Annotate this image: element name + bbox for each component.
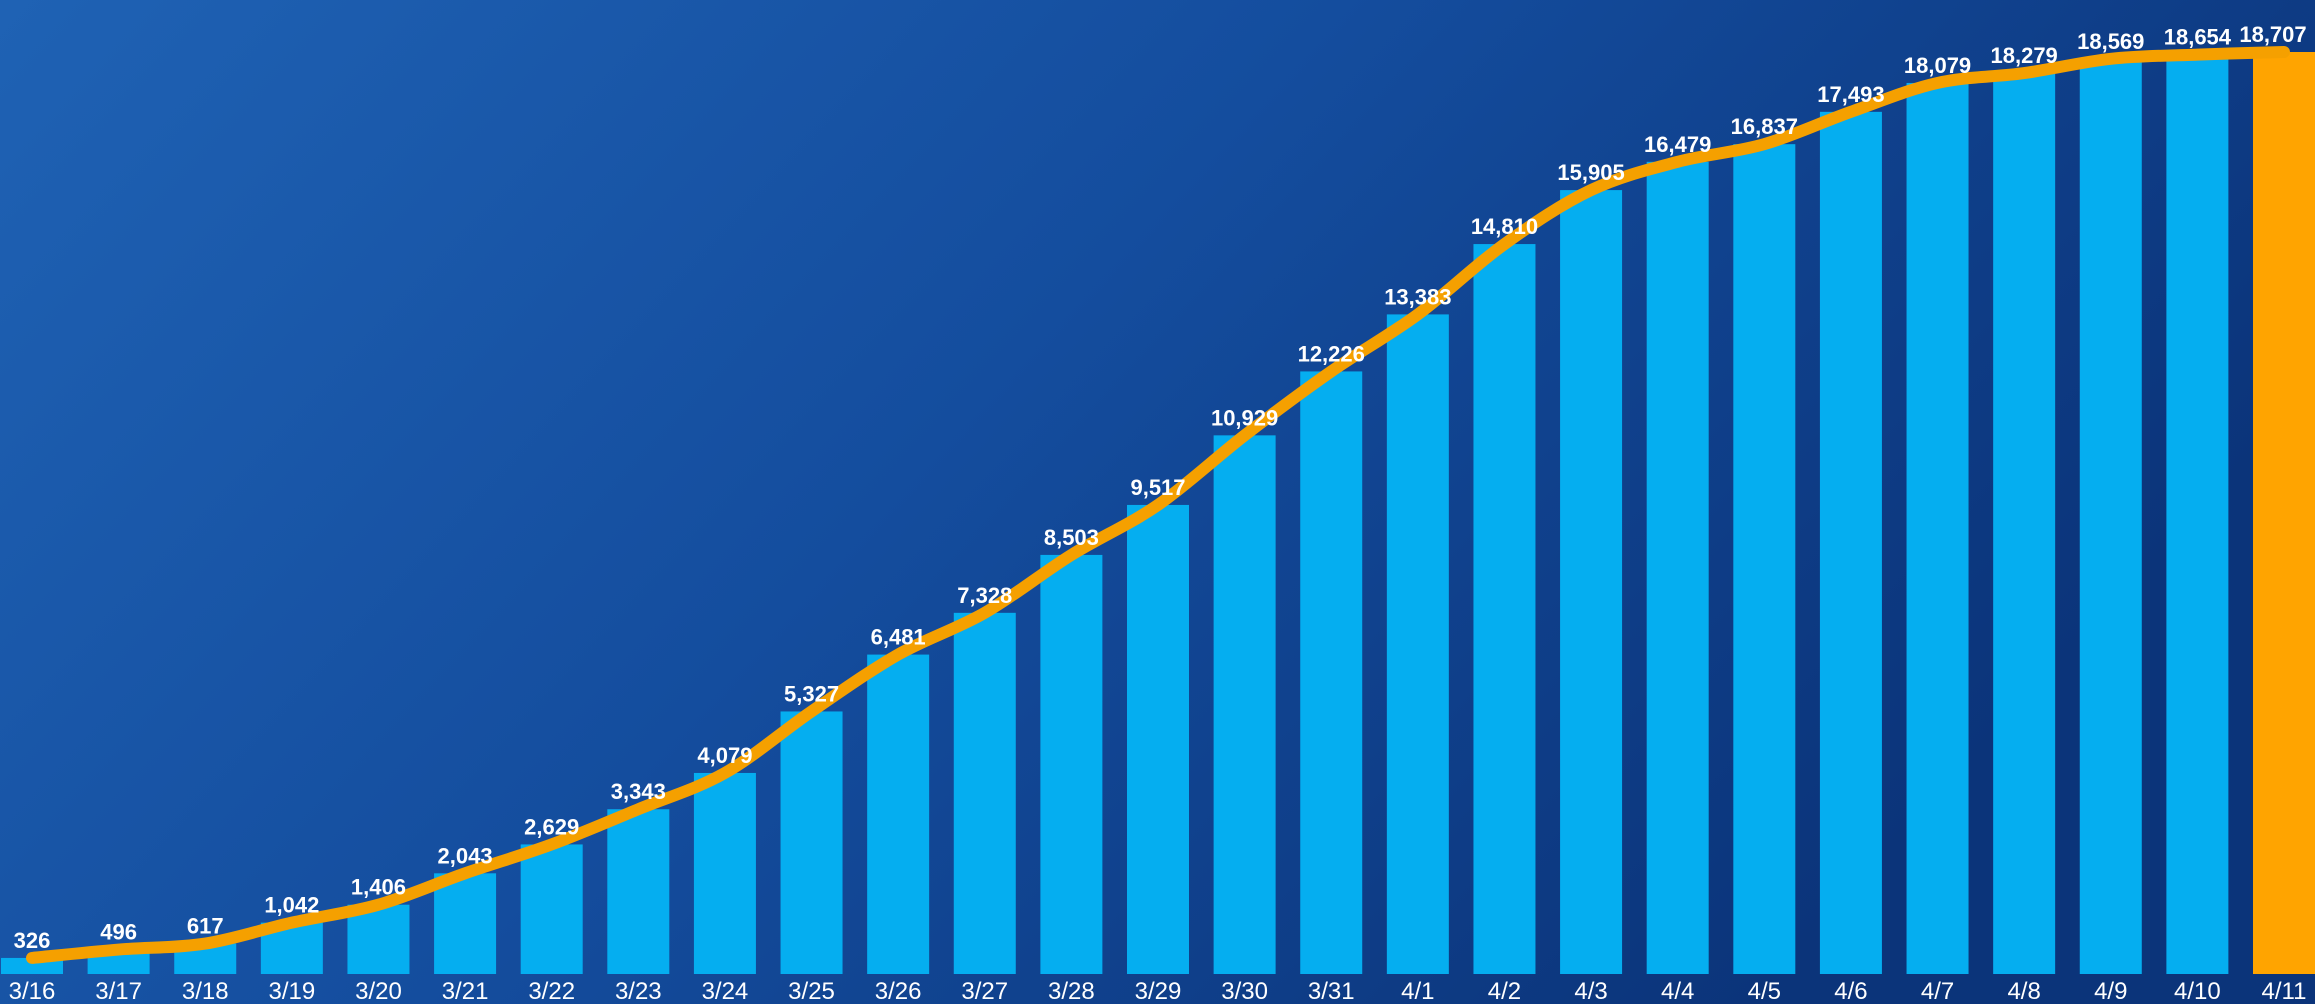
- x-tick-label: 4/3: [1574, 978, 1607, 1004]
- bars: [1, 52, 2315, 975]
- bar: [693, 772, 756, 974]
- x-tick-label: 4/6: [1834, 978, 1867, 1004]
- value-label: 16,837: [1731, 114, 1798, 139]
- trend-line: [26, 46, 2290, 964]
- bar: [2253, 52, 2315, 974]
- value-label: 496: [100, 920, 137, 945]
- value-label: 7,328: [957, 583, 1012, 608]
- bar: [2079, 58, 2142, 975]
- x-tick-label: 3/19: [268, 978, 315, 1004]
- value-label: 17,493: [1817, 82, 1884, 107]
- bar: [1646, 161, 1709, 975]
- x-tick-label: 3/31: [1308, 978, 1355, 1004]
- x-tick-label: 3/28: [1048, 978, 1095, 1004]
- x-tick-label: 3/20: [355, 978, 402, 1004]
- x-tick-label: 3/16: [9, 978, 56, 1004]
- x-tick-label: 4/9: [2094, 978, 2127, 1004]
- bar: [1386, 314, 1449, 974]
- x-tick-label: 4/10: [2174, 978, 2221, 1004]
- value-label: 15,905: [1557, 160, 1624, 185]
- bar: [1993, 73, 2056, 975]
- value-label: 1,406: [351, 875, 406, 900]
- value-label: 617: [187, 914, 224, 939]
- bar: [867, 654, 930, 974]
- x-tick-label: 4/2: [1488, 978, 1521, 1004]
- bar: [780, 711, 843, 974]
- value-label: 18,569: [2077, 29, 2144, 54]
- x-tick-label: 4/8: [2007, 978, 2040, 1004]
- value-label: 3,343: [611, 779, 666, 804]
- bar: [1906, 82, 1969, 974]
- value-label: 14,810: [1471, 214, 1538, 239]
- value-label: 2,629: [524, 814, 579, 839]
- value-label: 2,043: [438, 843, 493, 868]
- bar: [520, 844, 583, 974]
- x-tick-label: 3/18: [182, 978, 229, 1004]
- bar: [1473, 244, 1536, 974]
- bar: [1213, 435, 1276, 974]
- value-label: 5,327: [784, 681, 839, 706]
- x-tick-label: 3/21: [442, 978, 489, 1004]
- x-tick-label: 4/1: [1401, 978, 1434, 1004]
- bar: [1733, 144, 1796, 974]
- bar: [607, 809, 670, 974]
- value-label: 18,279: [1991, 43, 2058, 68]
- x-tick-label: 3/17: [95, 978, 142, 1004]
- x-tick-label: 3/22: [528, 978, 575, 1004]
- x-tick-label: 3/24: [702, 978, 749, 1004]
- value-label: 4,079: [697, 743, 752, 768]
- value-label: 6,481: [871, 625, 926, 650]
- x-tick-label: 4/11: [2262, 978, 2307, 1004]
- bar: [2166, 54, 2229, 974]
- bar: [1300, 371, 1363, 974]
- value-label: 18,654: [2164, 25, 2232, 50]
- value-label: 9,517: [1130, 475, 1185, 500]
- bar: [434, 873, 497, 974]
- value-label: 8,503: [1044, 525, 1099, 550]
- trend: [26, 46, 2290, 964]
- bar: [347, 904, 410, 974]
- value-label: 16,479: [1644, 132, 1711, 157]
- x-tick-label: 4/7: [1921, 978, 1954, 1004]
- x-tick-label: 3/29: [1135, 978, 1182, 1004]
- bar: [1819, 111, 1882, 975]
- value-label: 13,383: [1384, 284, 1451, 309]
- x-tick-label: 4/4: [1661, 978, 1694, 1004]
- bar: [1040, 554, 1103, 974]
- x-tick-label: 3/25: [788, 978, 835, 1004]
- value-label: 18,707: [2239, 22, 2306, 47]
- bar: [1560, 190, 1623, 974]
- value-label: 326: [14, 928, 51, 953]
- x-tick-label: 4/5: [1748, 978, 1781, 1004]
- value-label: 10,929: [1211, 405, 1278, 430]
- bar: [953, 612, 1016, 974]
- x-tick-label: 3/23: [615, 978, 662, 1004]
- value-label: 18,079: [1904, 53, 1971, 78]
- x-tick-label: 3/27: [961, 978, 1008, 1004]
- bar: [1127, 504, 1189, 974]
- value-label: 12,226: [1298, 341, 1365, 366]
- x-tick-label: 3/26: [875, 978, 922, 1004]
- value-label: 1,042: [264, 893, 319, 918]
- x-tick-label: 3/30: [1221, 978, 1268, 1004]
- labels: 326 3/16 496 3/17 617 3/18 1,042 3/19 1,406 3/20 2…: [9, 22, 2307, 1004]
